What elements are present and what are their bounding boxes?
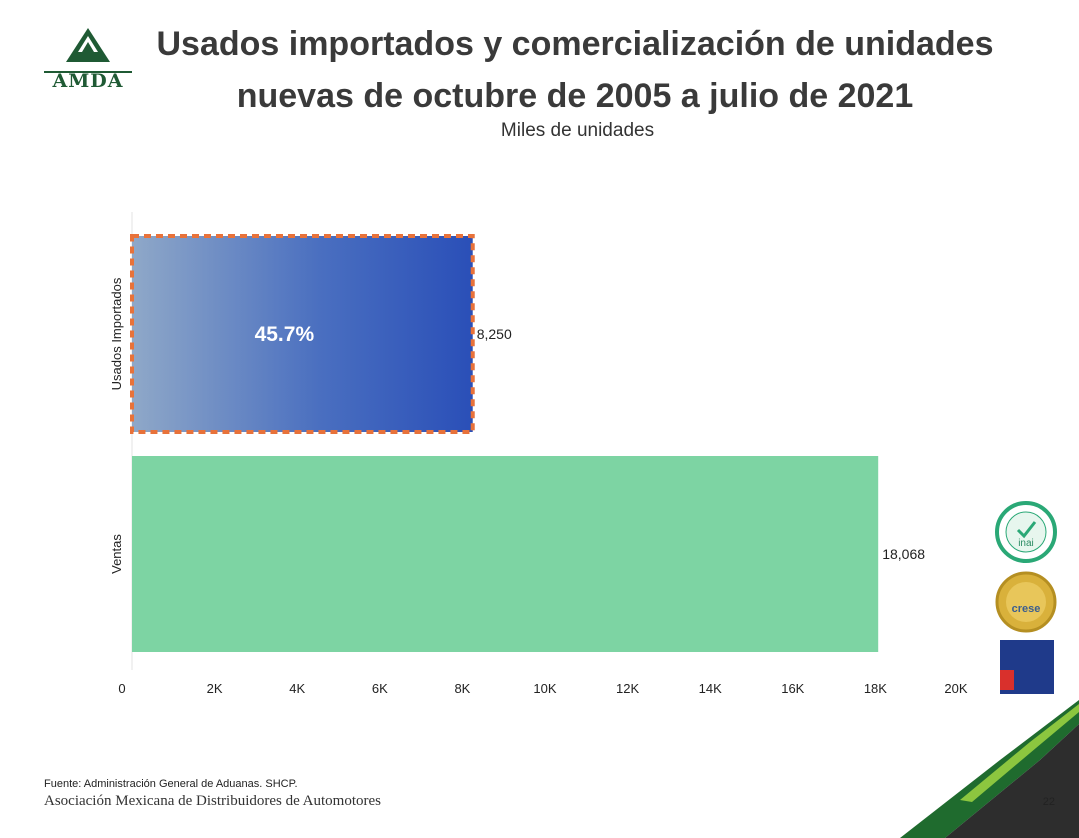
x-tick-label: 12K — [616, 681, 639, 696]
amda-logo-icon — [44, 28, 132, 73]
x-tick-label: 20K — [944, 681, 967, 696]
chart-title: Usados importados y comercialización de … — [150, 18, 1000, 122]
x-tick-label: 16K — [781, 681, 804, 696]
title-line-2: nuevas de octubre de 2005 a julio de 202… — [236, 77, 914, 115]
x-tick-label: 4K — [289, 681, 305, 696]
certification-badges: inai crese — [995, 501, 1057, 694]
crese-seal-icon: crese — [995, 571, 1057, 633]
percentage-annotation: 45.7% — [255, 323, 315, 346]
bar-0 — [132, 236, 473, 432]
inai-label: inai — [1018, 538, 1034, 549]
x-tick-label: 6K — [372, 681, 388, 696]
chart-subtitle: Miles de unidades — [500, 120, 655, 141]
x-tick-label: 8K — [454, 681, 470, 696]
crese-label: crese — [1012, 603, 1041, 615]
category-label-0: Usados Importados — [109, 277, 124, 390]
x-tick-label: 2K — [207, 681, 223, 696]
bar-1 — [132, 456, 879, 652]
organization-name: Asociación Mexicana de Distribuidores de… — [44, 793, 382, 809]
x-tick-label: 18K — [864, 681, 887, 696]
value-label-0: 8,250 — [477, 326, 512, 342]
title-line-1: Usados importados y comercialización de … — [156, 25, 994, 63]
logo-text: AMDA — [52, 70, 124, 92]
bar-highlight-border — [130, 234, 475, 434]
x-tick-label: 10K — [533, 681, 556, 696]
value-label-1: 18,068 — [882, 546, 925, 562]
inai-certificate-icon: inai — [995, 501, 1057, 563]
x-tick-label: 0 — [118, 681, 125, 696]
great-place-to-work-badge-icon — [1000, 640, 1054, 694]
x-tick-label: 14K — [699, 681, 722, 696]
category-label-1: Ventas — [109, 534, 124, 574]
page-number: 22 — [1042, 796, 1055, 808]
source-note: Fuente: Administración General de Aduana… — [44, 778, 298, 790]
